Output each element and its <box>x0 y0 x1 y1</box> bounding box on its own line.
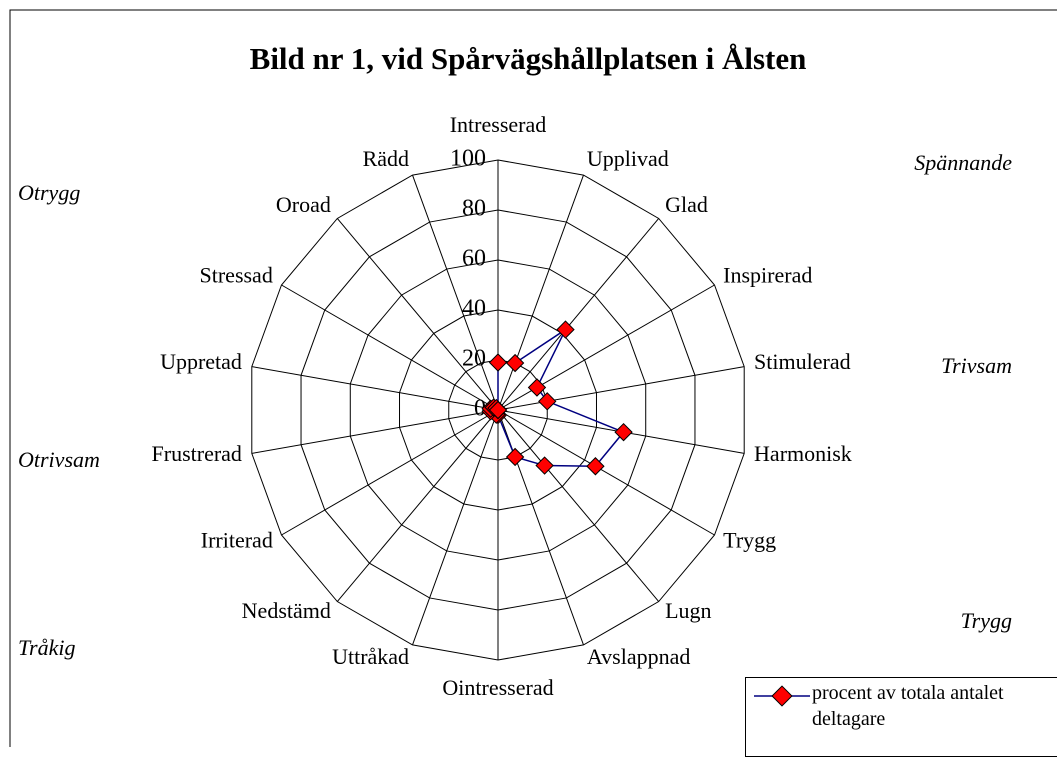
spoke <box>497 218 660 411</box>
category-label: Stressad <box>200 263 273 288</box>
spoke <box>497 409 715 536</box>
category-label: Irriterad <box>201 528 273 553</box>
chart-title: Bild nr 1, vid Spårvägshållplatsen i Åls… <box>250 41 807 76</box>
tick-label: 20 <box>462 346 486 372</box>
spoke <box>497 366 745 411</box>
spoke <box>281 284 499 411</box>
annotation: Spännande <box>914 150 1012 175</box>
legend-label: procent av totala antalet deltagare <box>812 682 1004 730</box>
category-label: Upplivad <box>587 146 669 171</box>
data-marker <box>556 320 575 339</box>
tick-label: 60 <box>462 246 486 272</box>
spoke <box>497 174 584 411</box>
data-marker <box>488 400 508 420</box>
data-marker <box>488 353 508 372</box>
annotation: Trivsam <box>941 353 1012 378</box>
spoke <box>412 174 499 411</box>
data-marker <box>505 447 525 467</box>
tick-label: 0 <box>474 396 486 422</box>
data-marker <box>614 422 633 442</box>
annotation: Otrygg <box>18 180 80 205</box>
data-marker <box>505 353 525 373</box>
annotation: Tråkig <box>18 635 75 660</box>
category-label: Ointresserad <box>442 675 553 700</box>
category-label: Avslappnad <box>587 644 690 669</box>
category-label: Inspirerad <box>723 263 812 288</box>
data-marker <box>535 456 554 475</box>
category-label: Rädd <box>363 146 409 171</box>
tick-label: 100 <box>450 146 486 172</box>
category-label: Uppretad <box>160 349 242 374</box>
category-label: Uttråkad <box>332 644 409 669</box>
spoke <box>281 409 499 536</box>
data-marker <box>586 457 605 476</box>
tick-label: 40 <box>462 296 486 322</box>
category-label: Lugn <box>665 598 711 623</box>
data-marker <box>538 392 557 411</box>
annotation: Trygg <box>961 608 1012 633</box>
category-label: Glad <box>665 192 708 217</box>
category-label: Harmonisk <box>754 441 852 466</box>
category-label: Nedstämd <box>242 598 331 623</box>
category-label: Intresserad <box>450 112 547 137</box>
category-label: Frustrerad <box>152 441 242 466</box>
category-label: Stimulerad <box>754 349 851 374</box>
spoke <box>251 409 499 454</box>
spoke <box>336 218 499 411</box>
spoke <box>497 409 660 602</box>
data-marker <box>527 378 547 397</box>
spoke <box>251 366 499 411</box>
category-label: Oroad <box>276 192 331 217</box>
tick-label: 80 <box>462 196 486 222</box>
legend: procent av totala antalet deltagare <box>745 677 1057 757</box>
spoke <box>412 409 499 646</box>
annotation: Otrivsam <box>18 447 100 472</box>
legend-swatch <box>754 685 810 707</box>
legend-marker <box>771 685 793 707</box>
category-label: Trygg <box>723 528 776 553</box>
spoke <box>336 409 499 602</box>
